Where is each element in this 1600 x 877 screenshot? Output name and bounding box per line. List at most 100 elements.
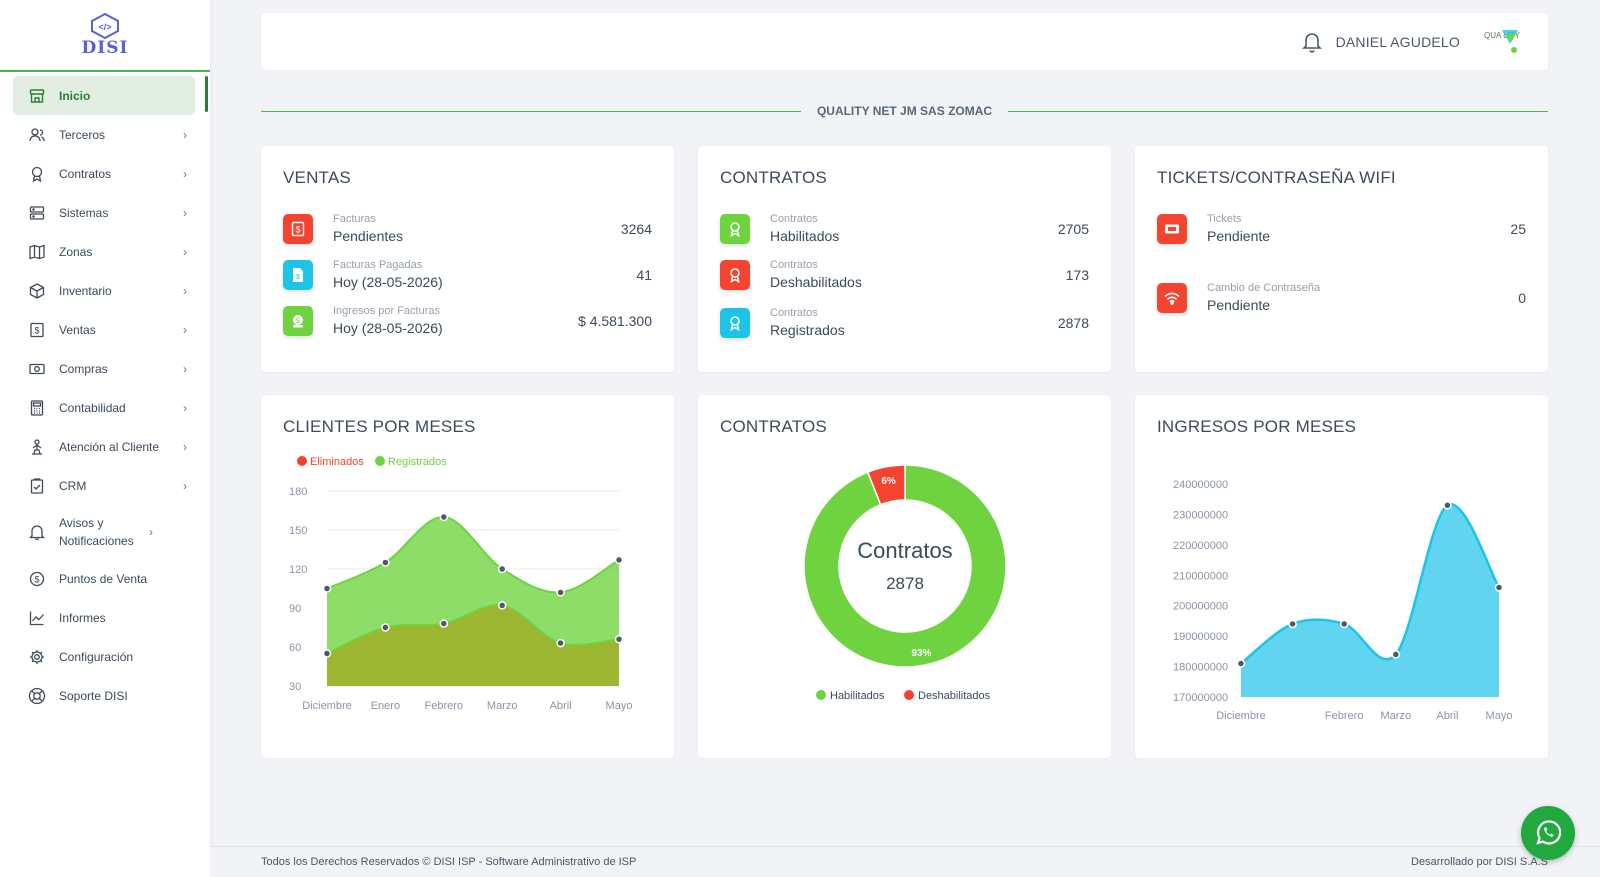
card-title: TICKETS/CONTRASEÑA WIFI: [1157, 168, 1396, 187]
y-tick-label: 90: [289, 603, 301, 615]
svg-text:$: $: [296, 274, 300, 281]
award-icon: [28, 165, 46, 183]
gear-icon: [28, 648, 46, 666]
y-tick-label: 30: [289, 681, 301, 693]
row-title: Registrados: [770, 322, 845, 338]
contratos-row[interactable]: Contratos Deshabilitados 173: [720, 258, 1089, 292]
row-value: 2705: [1057, 221, 1089, 237]
data-point: [1494, 583, 1504, 592]
sidebar-item-terceros[interactable]: Terceros ›: [13, 115, 195, 154]
sidebar-item-zonas[interactable]: Zonas ›: [13, 232, 195, 271]
pie-slice-deshabilitados: [866, 464, 906, 506]
receipt-icon: $: [28, 321, 46, 339]
chevron-right-icon: ›: [183, 322, 187, 337]
chevron-right-icon: ›: [183, 127, 187, 142]
ingresos-chart-card: INGRESOS POR MESES 170000000 180000000 190…: [1135, 395, 1548, 758]
sidebar-item-inventario[interactable]: Inventario ›: [13, 271, 195, 310]
server-icon: [28, 204, 46, 222]
x-tick-label: Mayo: [1486, 710, 1513, 722]
row-value: 25: [1510, 221, 1526, 237]
row-value: 2878: [1057, 315, 1089, 331]
data-point: [1288, 619, 1297, 629]
ventas-row[interactable]: $ Facturas Pagadas Hoy (28-05-2026) 41: [283, 258, 652, 292]
sidebar-item-ventas[interactable]: $ Ventas ›: [13, 310, 195, 349]
ingresos-area-chart: 170000000 180000000 190000000 200000000 2100…: [1173, 479, 1513, 722]
row-title: Pendientes: [333, 228, 404, 244]
clientes-chart-card: CLIENTES POR MESES 30 60 90 120 150 180 Diciem…: [261, 395, 674, 758]
svg-text:</>: </>: [98, 22, 111, 32]
sidebar-item-configuracion[interactable]: Configuración: [13, 637, 195, 676]
row-value: 41: [636, 267, 652, 283]
contratos-row[interactable]: Contratos Registrados 2878: [720, 306, 1089, 340]
logo[interactable]: </> DISI: [0, 0, 210, 72]
money-bag-icon: $: [283, 306, 313, 336]
y-tick-label: 60: [289, 642, 301, 654]
data-point: [556, 638, 565, 648]
users-icon: [28, 126, 46, 144]
tickets-row[interactable]: Cambio de Contraseña Pendiente 0: [1157, 281, 1526, 315]
y-tick-label: 180: [289, 486, 307, 498]
sidebar-item-avisos[interactable]: Avisos y Notificaciones ›: [13, 505, 195, 559]
y-tick-label: 190000000: [1173, 631, 1228, 643]
chart-title: CLIENTES POR MESES: [283, 417, 476, 436]
divider-line-left: [261, 110, 801, 112]
pie-slice-habilitados: [803, 464, 1007, 668]
y-tick-label: 240000000: [1173, 479, 1228, 491]
whatsapp-button[interactable]: [1521, 806, 1575, 860]
row-subtitle: Tickets: [1207, 213, 1242, 225]
x-tick-label: Diciembre: [302, 700, 352, 712]
row-title: Hoy (28-05-2026): [333, 320, 443, 336]
sidebar-item-puntos-venta[interactable]: $ Puntos de Venta: [13, 559, 195, 598]
sidebar-item-informes[interactable]: Informes: [13, 598, 195, 637]
card-title: CONTRATOS: [720, 168, 827, 187]
sidebar-item-atencion-cliente[interactable]: Atención al Cliente ›: [13, 427, 195, 466]
legend-marker: [297, 456, 307, 466]
chevron-right-icon: ›: [183, 283, 187, 298]
contratos-donut-chart: 93% 6% Contratos 2878 Habilitados Deshabilita…: [803, 464, 1007, 702]
sidebar-item-compras[interactable]: Compras ›: [13, 349, 195, 388]
row-value: $ 4.581.300: [578, 313, 652, 329]
logo-text: DISI: [81, 38, 129, 58]
sidebar-item-crm[interactable]: CRM ›: [13, 466, 195, 505]
legend-label: Registrados: [388, 456, 447, 468]
bell-icon: [28, 523, 46, 541]
x-tick-label: Marzo: [1381, 710, 1412, 722]
chart-title: INGRESOS POR MESES: [1157, 417, 1357, 436]
sidebar-item-inicio[interactable]: Inicio: [13, 76, 195, 115]
legend-marker: [904, 690, 914, 700]
map-icon: [28, 243, 46, 261]
award-icon: [720, 214, 750, 244]
tickets-row[interactable]: Tickets Pendiente 25: [1157, 212, 1526, 246]
legend-marker: [816, 690, 826, 700]
notification-bell-icon[interactable]: [1301, 31, 1322, 53]
contratos-row[interactable]: Contratos Habilitados 2705: [720, 212, 1089, 246]
svg-text:$: $: [34, 574, 39, 584]
store-icon: [28, 87, 46, 105]
row-subtitle: Cambio de Contraseña: [1207, 282, 1321, 294]
sidebar-item-contratos[interactable]: Contratos ›: [13, 154, 195, 193]
company-avatar[interactable]: QUA LITY NE: [1482, 24, 1522, 60]
dollar-circle-icon: $: [28, 570, 46, 588]
slice-label: 93%: [911, 648, 931, 659]
data-point: [1391, 650, 1401, 659]
footer-developer[interactable]: Desarrollado por DISI S.A.S: [1411, 856, 1548, 868]
row-title: Deshabilitados: [770, 274, 862, 290]
data-point: [614, 634, 624, 644]
contratos-chart-card: CONTRATOS 93% 6% Contratos 2878 Habilitados D…: [698, 395, 1111, 758]
ventas-row[interactable]: $ Ingresos por Facturas Hoy (28-05-2026) …: [283, 304, 652, 338]
logo-icon: </>: [91, 12, 119, 40]
row-subtitle: Facturas: [333, 213, 376, 225]
row-title: Habilitados: [770, 228, 840, 244]
x-tick-label: Abril: [1436, 710, 1458, 722]
row-value: 173: [1065, 267, 1089, 283]
user-name[interactable]: DANIEL AGUDELO: [1335, 33, 1460, 50]
y-tick-label: 210000000: [1173, 570, 1228, 582]
sidebar-item-contabilidad[interactable]: Contabilidad ›: [13, 388, 195, 427]
chevron-right-icon: ›: [183, 166, 187, 181]
sidebar-item-sistemas[interactable]: Sistemas ›: [13, 193, 195, 232]
chevron-right-icon: ›: [183, 439, 187, 454]
ventas-row[interactable]: $ Facturas Pendientes 3264: [283, 212, 652, 246]
data-point: [439, 619, 449, 628]
row-subtitle: Contratos: [770, 307, 818, 319]
sidebar-item-soporte[interactable]: Soporte DISI: [13, 676, 195, 715]
